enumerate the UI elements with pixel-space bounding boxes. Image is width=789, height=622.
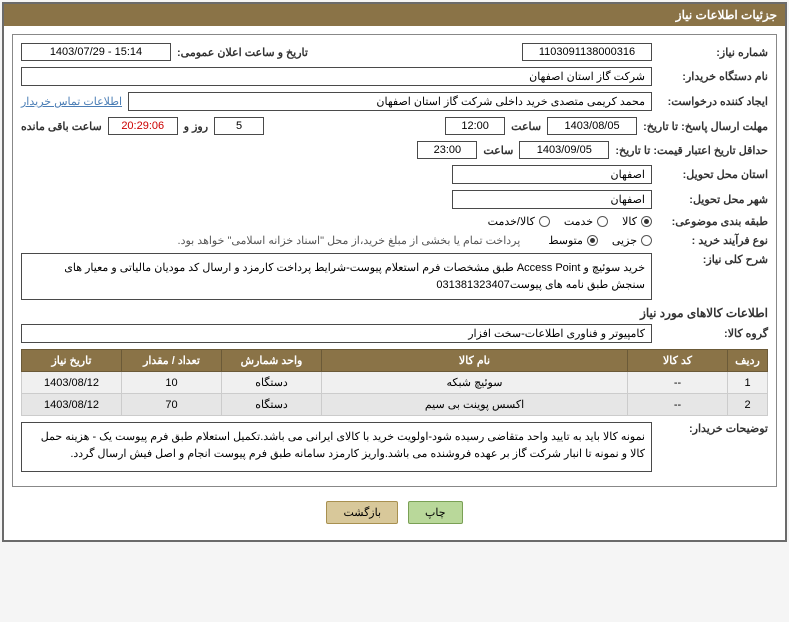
price-valid-time-field: 23:00 bbox=[417, 141, 477, 159]
radio-goods-service[interactable]: کالا/خدمت bbox=[488, 215, 550, 228]
need-number-field: 1103091138000316 bbox=[522, 43, 652, 61]
announce-date-label: تاریخ و ساعت اعلان عمومی: bbox=[177, 46, 308, 59]
deadline-time-field: 12:00 bbox=[445, 117, 505, 135]
col-name: نام کالا bbox=[322, 350, 628, 372]
delivery-province-label: استان محل تحویل: bbox=[658, 168, 768, 181]
cell: 70 bbox=[122, 394, 222, 416]
radio-service[interactable]: خدمت bbox=[564, 215, 608, 228]
col-date: تاریخ نیاز bbox=[22, 350, 122, 372]
desc-text: خرید سوئیچ و Access Point طبق مشخصات فرم… bbox=[21, 253, 652, 300]
col-code: کد کالا bbox=[628, 350, 728, 372]
goods-group-field: کامپیوتر و فناوری اطلاعات-سخت افزار bbox=[21, 324, 652, 343]
cell: 1 bbox=[728, 372, 768, 394]
button-row: چاپ بازگشت bbox=[12, 493, 777, 532]
cell: سوئیچ شبکه bbox=[322, 372, 628, 394]
remaining-label: ساعت باقی مانده bbox=[21, 120, 102, 133]
delivery-city-label: شهر محل تحویل: bbox=[658, 193, 768, 206]
purchase-note: پرداخت تمام یا بخشی از مبلغ خرید،از محل … bbox=[178, 234, 521, 247]
cell: دستگاه bbox=[222, 372, 322, 394]
buyer-notes-text: نمونه کالا باید به تایید واحد متقاضی رسی… bbox=[21, 422, 652, 472]
goods-group-label: گروه کالا: bbox=[658, 327, 768, 340]
delivery-province-field: اصفهان bbox=[452, 165, 652, 184]
deadline-date-field: 1403/08/05 bbox=[547, 117, 637, 135]
items-table: ردیف کد کالا نام کالا واحد شمارش تعداد /… bbox=[21, 349, 768, 416]
desc-label: شرح کلی نیاز: bbox=[658, 253, 768, 266]
radio-medium[interactable]: متوسط bbox=[548, 234, 598, 247]
time-label-1: ساعت bbox=[511, 120, 541, 133]
deadline-label: مهلت ارسال پاسخ: تا تاریخ: bbox=[643, 120, 768, 133]
countdown-time-field: 20:29:06 bbox=[108, 117, 178, 135]
requester-field: محمد کریمی متصدی خرید داخلی شرکت گاز است… bbox=[128, 92, 652, 111]
price-valid-label: حداقل تاریخ اعتبار قیمت: تا تاریخ: bbox=[615, 144, 768, 157]
buyer-notes-label: توضیحات خریدار: bbox=[658, 422, 768, 435]
buyer-org-label: نام دستگاه خریدار: bbox=[658, 70, 768, 83]
form-section: شماره نیاز: 1103091138000316 تاریخ و ساع… bbox=[12, 34, 777, 487]
cell: 2 bbox=[728, 394, 768, 416]
cell: -- bbox=[628, 372, 728, 394]
price-valid-date-field: 1403/09/05 bbox=[519, 141, 609, 159]
table-row: 1 -- سوئیچ شبکه دستگاه 10 1403/08/12 bbox=[22, 372, 768, 394]
radio-small[interactable]: جزیی bbox=[612, 234, 652, 247]
cell: 1403/08/12 bbox=[22, 394, 122, 416]
table-row: 2 -- اکسس پوینت بی سیم دستگاه 70 1403/08… bbox=[22, 394, 768, 416]
table-header-row: ردیف کد کالا نام کالا واحد شمارش تعداد /… bbox=[22, 350, 768, 372]
need-number-label: شماره نیاز: bbox=[658, 46, 768, 59]
cell: دستگاه bbox=[222, 394, 322, 416]
cell: -- bbox=[628, 394, 728, 416]
time-label-2: ساعت bbox=[483, 144, 513, 157]
cell: اکسس پوینت بی سیم bbox=[322, 394, 628, 416]
items-section-title: اطلاعات کالاهای مورد نیاز bbox=[21, 306, 768, 320]
category-radio-group: کالا خدمت کالا/خدمت bbox=[488, 215, 652, 228]
main-panel: جزئیات اطلاعات نیاز شماره نیاز: 11030911… bbox=[2, 2, 787, 542]
back-button[interactable]: بازگشت bbox=[326, 501, 398, 524]
cell: 10 bbox=[122, 372, 222, 394]
days-and-label: روز و bbox=[184, 120, 208, 133]
print-button[interactable]: چاپ bbox=[408, 501, 463, 524]
cell: 1403/08/12 bbox=[22, 372, 122, 394]
requester-label: ایجاد کننده درخواست: bbox=[658, 95, 768, 108]
purchase-type-radio-group: جزیی متوسط bbox=[548, 234, 652, 247]
col-unit: واحد شمارش bbox=[222, 350, 322, 372]
buyer-org-field: شرکت گاز استان اصفهان bbox=[21, 67, 652, 86]
panel-header: جزئیات اطلاعات نیاز bbox=[4, 4, 785, 26]
col-row: ردیف bbox=[728, 350, 768, 372]
radio-goods[interactable]: کالا bbox=[622, 215, 652, 228]
announce-date-field: 1403/07/29 - 15:14 bbox=[21, 43, 171, 61]
col-qty: تعداد / مقدار bbox=[122, 350, 222, 372]
countdown-days-field: 5 bbox=[214, 117, 264, 135]
category-label: طبقه بندی موضوعی: bbox=[658, 215, 768, 228]
delivery-city-field: اصفهان bbox=[452, 190, 652, 209]
purchase-type-label: نوع فرآیند خرید : bbox=[658, 234, 768, 247]
contact-link[interactable]: اطلاعات تماس خریدار bbox=[21, 95, 122, 108]
